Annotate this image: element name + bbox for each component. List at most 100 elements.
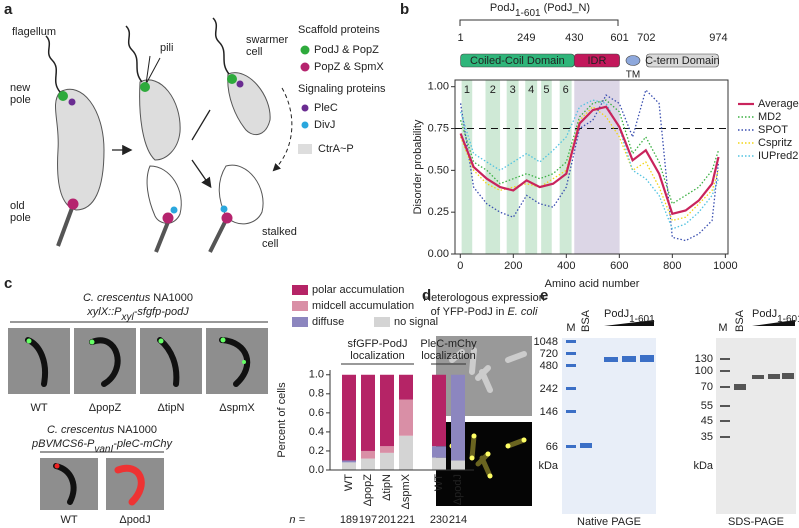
ladder-label: 130 bbox=[695, 353, 713, 365]
y-tick-label: 0.2 bbox=[309, 445, 324, 457]
series-line bbox=[459, 88, 720, 242]
ladder-label: 100 bbox=[695, 365, 713, 377]
ladder-label: 146 bbox=[540, 406, 558, 418]
text-part: 1-601 bbox=[629, 314, 655, 325]
ladder-label: 480 bbox=[540, 360, 558, 372]
strain-label: ΔpodJ bbox=[119, 514, 150, 526]
region-band bbox=[461, 80, 473, 254]
dot bbox=[67, 198, 79, 210]
text-part: vanI bbox=[94, 444, 113, 455]
x-tick-label: 0 bbox=[457, 260, 463, 272]
y-tick-label: 1.00 bbox=[428, 81, 449, 93]
dot bbox=[227, 74, 237, 84]
legend-swatch bbox=[292, 317, 308, 327]
panel-label: d bbox=[422, 287, 431, 304]
stalk bbox=[208, 219, 228, 253]
strain-header: C. crescentus NA1000 bbox=[47, 424, 157, 436]
text-part: NA1000 bbox=[114, 424, 157, 436]
label: old bbox=[10, 200, 25, 212]
bar-segment bbox=[361, 374, 375, 451]
panel-label: a bbox=[4, 1, 13, 18]
cell bbox=[54, 88, 105, 211]
legend-swatch bbox=[292, 301, 308, 311]
ladder-label: 66 bbox=[546, 441, 558, 453]
bar-segment bbox=[399, 435, 413, 470]
bar-segment bbox=[432, 374, 446, 447]
dot bbox=[221, 212, 233, 224]
native-gel bbox=[562, 338, 656, 514]
strain-label: ΔspmX bbox=[219, 402, 255, 414]
y-tick-label: 0.6 bbox=[309, 407, 324, 419]
dot bbox=[220, 205, 228, 213]
legend-label: DivJ bbox=[314, 119, 335, 131]
ladder-label: 70 bbox=[701, 381, 713, 393]
title-part: 1-601 bbox=[515, 8, 541, 19]
title-part: (PodJ_N) bbox=[541, 2, 591, 14]
x-tick-label: WT bbox=[343, 474, 355, 491]
bar-segment bbox=[380, 452, 394, 470]
bar-segment bbox=[361, 450, 375, 459]
dot bbox=[162, 212, 174, 224]
text-part: -pleC-mChy bbox=[113, 438, 173, 450]
region-band bbox=[485, 80, 501, 254]
flagellum bbox=[212, 17, 230, 75]
band-label: 2 bbox=[490, 84, 496, 96]
bar-segment bbox=[380, 446, 394, 453]
legend-label: polar accumulation bbox=[312, 284, 404, 296]
region-band bbox=[559, 80, 572, 254]
legend-label: SPOT bbox=[758, 124, 788, 136]
cell-cycle-diagram bbox=[45, 17, 293, 253]
legend-label: CtrA~P bbox=[318, 143, 354, 155]
text-part: xylX::P bbox=[86, 306, 122, 318]
legend-label: PodJ & PopZ bbox=[314, 44, 379, 56]
flagellum bbox=[45, 35, 61, 93]
residue-number: 1 bbox=[458, 32, 464, 44]
legend-label: no signal bbox=[394, 316, 438, 328]
legend-swatch bbox=[300, 45, 310, 55]
region-band bbox=[506, 80, 519, 254]
gel-title: Native PAGE bbox=[577, 516, 641, 528]
lane-label: BSA bbox=[580, 309, 592, 332]
band-label: 1 bbox=[464, 84, 470, 96]
n-value: 230 bbox=[430, 514, 448, 526]
y-axis-label: Percent of cells bbox=[276, 382, 288, 458]
n-value: 221 bbox=[397, 514, 415, 526]
x-tick-label: ΔpopZ bbox=[362, 474, 374, 507]
legend-label: IUPred2 bbox=[758, 150, 798, 162]
lane-label: M bbox=[566, 322, 575, 334]
n-value: 201 bbox=[378, 514, 396, 526]
y-tick-label: 1.0 bbox=[309, 369, 324, 381]
legend-label: diffuse bbox=[312, 316, 344, 328]
text-part: C. crescentus bbox=[83, 292, 151, 304]
title-part: PodJ bbox=[490, 2, 515, 14]
domain bbox=[646, 53, 719, 68]
text-part: C. crescentus bbox=[47, 424, 115, 436]
text-part: PodJ bbox=[604, 308, 629, 320]
dot bbox=[170, 206, 178, 214]
band-label: 5 bbox=[543, 84, 549, 96]
strain-label: ΔpopZ bbox=[89, 402, 122, 414]
n-value: 197 bbox=[359, 514, 377, 526]
label: flagellum bbox=[12, 26, 56, 38]
ladder-label: 242 bbox=[540, 383, 558, 395]
group-label: localization bbox=[350, 350, 404, 362]
y-tick-label: 0.00 bbox=[428, 248, 449, 260]
stalk bbox=[56, 207, 74, 247]
bar-segment bbox=[399, 374, 413, 400]
pili bbox=[145, 55, 161, 85]
group-label: localization bbox=[421, 350, 475, 362]
x-tick-label: 1000 bbox=[713, 260, 737, 272]
wedge bbox=[752, 320, 795, 326]
region-band bbox=[541, 80, 552, 254]
ladder-label: 35 bbox=[701, 431, 713, 443]
band-label: 6 bbox=[563, 84, 569, 96]
label: cell bbox=[246, 46, 263, 58]
legend-swatch bbox=[374, 317, 390, 327]
series-line bbox=[459, 99, 720, 205]
label: pole bbox=[10, 94, 31, 106]
text-part: NA1000 bbox=[150, 292, 193, 304]
domain-label: C-term Domain bbox=[645, 55, 720, 67]
dot bbox=[236, 80, 244, 88]
flagellum bbox=[125, 25, 143, 83]
